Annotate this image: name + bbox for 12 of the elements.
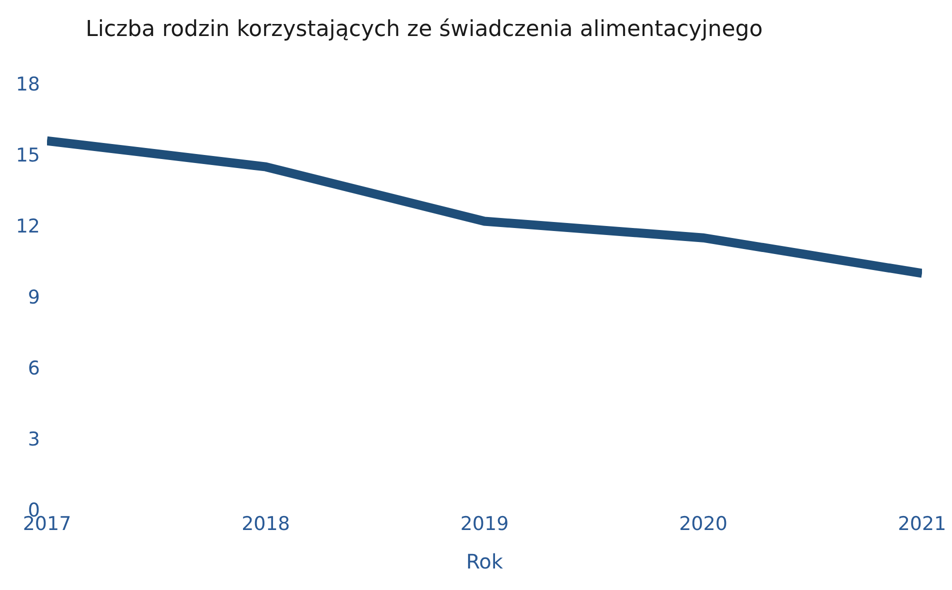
x-axis-title: Rok <box>466 550 504 574</box>
chart-title: Liczba rodzin korzystających ze świadczenia alimentacyjnego <box>86 17 763 42</box>
y-tick-label: 15 <box>16 144 40 167</box>
x-tick-label: 2019 <box>460 513 509 535</box>
y-tick-label: 18 <box>16 74 40 96</box>
x-tick-label: 2021 <box>898 513 946 535</box>
y-tick-label: 9 <box>28 286 40 309</box>
x-tick-label: 2020 <box>679 513 728 535</box>
y-tick-label: 6 <box>28 358 40 380</box>
y-tick-label: 12 <box>16 216 40 238</box>
x-tick-label: 2018 <box>242 513 290 535</box>
y-tick-label: 3 <box>28 428 40 451</box>
